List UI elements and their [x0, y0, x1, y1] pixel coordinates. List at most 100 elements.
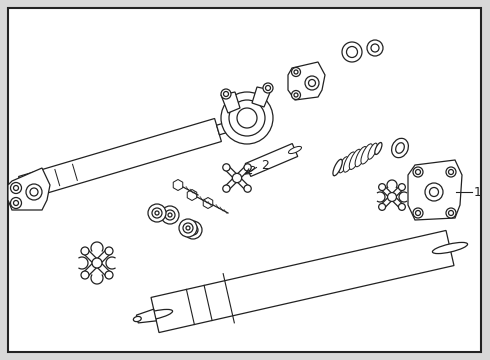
- Circle shape: [223, 185, 230, 192]
- Ellipse shape: [133, 316, 141, 321]
- Circle shape: [105, 271, 113, 279]
- Ellipse shape: [376, 144, 381, 153]
- Circle shape: [371, 44, 379, 52]
- Ellipse shape: [137, 310, 172, 320]
- Polygon shape: [252, 87, 271, 107]
- Ellipse shape: [392, 138, 408, 158]
- Circle shape: [416, 170, 420, 175]
- Ellipse shape: [242, 166, 254, 174]
- Circle shape: [161, 206, 179, 224]
- Polygon shape: [380, 185, 394, 199]
- Polygon shape: [151, 230, 454, 333]
- Polygon shape: [288, 62, 325, 100]
- Circle shape: [223, 164, 230, 171]
- Polygon shape: [390, 185, 404, 199]
- Circle shape: [263, 83, 273, 93]
- Circle shape: [221, 89, 231, 99]
- Circle shape: [413, 167, 423, 177]
- Circle shape: [379, 203, 386, 210]
- Ellipse shape: [355, 147, 367, 167]
- Circle shape: [379, 184, 386, 190]
- Circle shape: [425, 183, 443, 201]
- Circle shape: [367, 40, 383, 56]
- Circle shape: [413, 208, 423, 218]
- Circle shape: [232, 174, 242, 183]
- Circle shape: [179, 219, 197, 237]
- Ellipse shape: [368, 143, 377, 159]
- Polygon shape: [136, 309, 156, 323]
- Circle shape: [448, 170, 454, 175]
- Circle shape: [10, 198, 22, 208]
- Circle shape: [388, 193, 396, 202]
- Circle shape: [305, 76, 319, 90]
- Polygon shape: [95, 249, 111, 265]
- Polygon shape: [408, 160, 462, 220]
- Ellipse shape: [339, 157, 348, 173]
- Circle shape: [81, 247, 89, 255]
- Ellipse shape: [349, 149, 361, 170]
- Text: 1: 1: [474, 185, 482, 198]
- Ellipse shape: [289, 147, 301, 154]
- Circle shape: [398, 184, 405, 190]
- Polygon shape: [19, 118, 221, 199]
- Circle shape: [398, 203, 405, 210]
- Circle shape: [446, 208, 456, 218]
- Polygon shape: [203, 198, 213, 208]
- Circle shape: [10, 183, 22, 194]
- Circle shape: [244, 164, 251, 171]
- Circle shape: [244, 185, 251, 192]
- Circle shape: [92, 258, 102, 268]
- Ellipse shape: [396, 143, 404, 153]
- Circle shape: [26, 184, 42, 200]
- Circle shape: [292, 90, 300, 99]
- Polygon shape: [83, 249, 99, 265]
- Polygon shape: [83, 261, 99, 277]
- Text: 2: 2: [261, 158, 269, 171]
- Ellipse shape: [343, 152, 355, 172]
- Ellipse shape: [432, 242, 467, 253]
- Polygon shape: [235, 176, 249, 190]
- Circle shape: [237, 108, 257, 128]
- Polygon shape: [245, 144, 298, 176]
- Circle shape: [430, 188, 439, 197]
- Circle shape: [229, 100, 265, 136]
- Polygon shape: [221, 92, 240, 113]
- Circle shape: [152, 208, 162, 218]
- Polygon shape: [224, 166, 239, 180]
- Circle shape: [186, 226, 190, 230]
- Circle shape: [148, 204, 166, 222]
- Circle shape: [168, 213, 172, 217]
- Circle shape: [191, 228, 195, 232]
- Circle shape: [221, 92, 273, 144]
- Circle shape: [155, 211, 159, 215]
- Circle shape: [183, 223, 193, 233]
- Circle shape: [14, 201, 19, 206]
- Circle shape: [294, 93, 298, 97]
- Circle shape: [292, 68, 300, 77]
- Polygon shape: [380, 195, 394, 209]
- Circle shape: [188, 225, 198, 235]
- Ellipse shape: [375, 143, 382, 154]
- Circle shape: [309, 80, 316, 86]
- Polygon shape: [95, 261, 111, 277]
- Circle shape: [294, 70, 298, 74]
- Circle shape: [416, 211, 420, 216]
- Ellipse shape: [333, 159, 343, 176]
- Ellipse shape: [335, 163, 340, 172]
- Circle shape: [184, 221, 202, 239]
- Circle shape: [165, 210, 175, 220]
- Polygon shape: [187, 189, 197, 201]
- Circle shape: [30, 188, 38, 196]
- Polygon shape: [173, 180, 183, 190]
- Circle shape: [346, 46, 358, 58]
- Polygon shape: [390, 195, 404, 209]
- Polygon shape: [235, 166, 249, 180]
- Circle shape: [14, 185, 19, 190]
- Polygon shape: [217, 121, 235, 135]
- Circle shape: [223, 91, 228, 96]
- Circle shape: [446, 167, 456, 177]
- Circle shape: [342, 42, 362, 62]
- Circle shape: [266, 86, 270, 90]
- Circle shape: [448, 211, 454, 216]
- Circle shape: [81, 271, 89, 279]
